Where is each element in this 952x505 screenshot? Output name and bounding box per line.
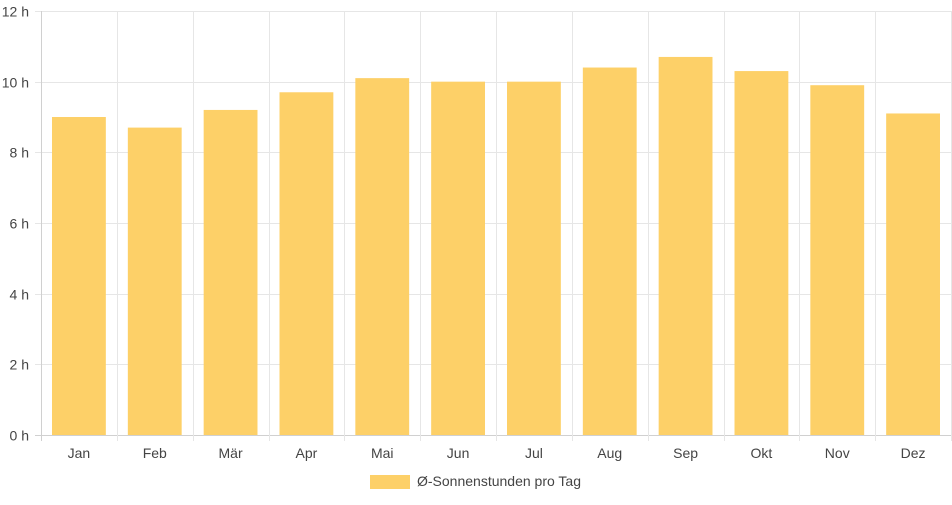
axis-layer: 0 h 2 h 4 h 6 h 8 h 10 h 12 h Jan Feb Mär Apr Mai Ju… (2, 4, 926, 462)
grid-layer (35, 11, 952, 441)
bar-aug (582, 67, 637, 436)
y-tick-label: 4 h (10, 287, 29, 303)
x-tick-label: Nov (825, 445, 850, 461)
bar-nov (810, 85, 865, 435)
bar-apr (279, 92, 334, 436)
y-tick-label: 6 h (10, 216, 29, 232)
x-tick-label: Jul (525, 445, 543, 461)
bar-mär (203, 109, 258, 435)
x-tick-label: Aug (597, 445, 622, 461)
bar-dez (886, 113, 940, 435)
legend[interactable]: Ø-Sonnenstunden pro Tag (370, 473, 581, 489)
y-tick-label: 0 h (10, 428, 29, 444)
x-tick-label: Okt (751, 445, 773, 461)
x-tick-label: Mär (219, 445, 243, 461)
x-tick-label: Feb (143, 445, 167, 461)
legend-label[interactable]: Ø-Sonnenstunden pro Tag (417, 473, 581, 489)
legend-swatch[interactable] (370, 475, 410, 489)
x-tick-label: Apr (296, 445, 318, 461)
x-tick-label: Mai (371, 445, 394, 461)
y-tick-label: 10 h (2, 75, 29, 91)
y-tick-label: 12 h (2, 4, 29, 20)
x-tick-label: Jan (68, 445, 91, 461)
bar-jul (507, 81, 561, 436)
bars-layer (52, 56, 940, 436)
bar-mai (355, 78, 410, 435)
x-tick-label: Dez (901, 445, 926, 461)
bar-okt (734, 71, 789, 436)
bar-jun (431, 81, 485, 436)
y-tick-label: 8 h (10, 145, 29, 161)
bar-feb (127, 127, 182, 435)
bar-sep (658, 56, 713, 435)
x-tick-label: Sep (673, 445, 698, 461)
x-tick-label: Jun (447, 445, 470, 461)
y-tick-label: 2 h (10, 357, 29, 373)
bar-jan (52, 117, 106, 435)
